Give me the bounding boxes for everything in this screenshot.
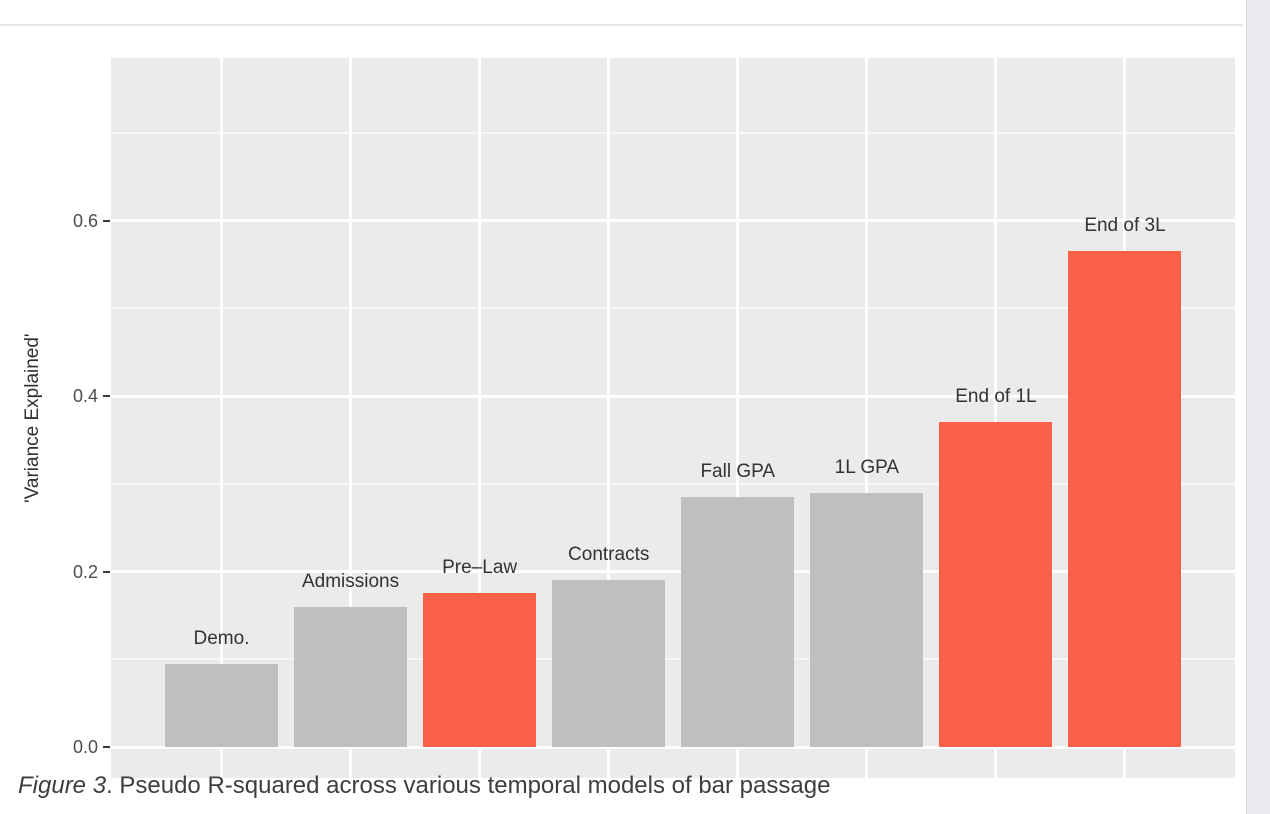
y-tick-label: 0.4 [72,386,98,407]
figure-3-bar-chart: 'Variance Explained' Demo. Admissions Pre–… [0,26,1240,778]
bar-fall-gpa [681,496,795,747]
y-tick-mark [103,746,110,748]
minor-gridline [111,658,1235,661]
category-gridline [349,58,353,778]
y-tick-label: 0.6 [72,210,98,231]
bar-1l-gpa [810,492,924,747]
y-tick-label: 0.0 [72,737,98,757]
bar-label: End of 3L [1084,215,1166,237]
bar-pre-law [423,593,537,747]
category-gridline [865,58,869,778]
category-gridline [478,58,482,778]
bar-label: End of 1L [955,386,1037,408]
figure-caption-number: Figure 3 [18,772,107,799]
major-gridline [111,570,1235,574]
bar-label: 1L GPA [834,456,900,478]
bar-label: Demo. [193,627,250,649]
bar-label: Pre–Law [442,557,518,579]
figure-caption: Figure 3. Pseudo R-squared across variou… [18,772,1118,800]
minor-gridline [111,131,1235,134]
bar-contracts [552,580,666,747]
category-gridline [994,58,998,778]
page-margin-strip [1246,0,1270,814]
bar-demo- [165,663,278,747]
y-tick-mark [103,395,110,398]
minor-gridline [111,307,1235,310]
minor-gridline [111,482,1235,485]
page-top-divider [0,24,1243,26]
bar-label: Fall GPA [700,460,776,482]
category-gridline [607,58,611,778]
y-tick-label: 0.2 [72,561,98,582]
bar-end-of-3l [1068,251,1182,747]
bar-label: Contracts [568,544,650,566]
major-gridline [111,745,1235,749]
bar-label: Admissions [301,570,400,592]
y-tick-mark [103,219,110,222]
bar-end-of-1l [939,422,1053,747]
category-gridline [736,58,740,778]
y-tick-mark [103,570,110,573]
major-gridline [111,394,1235,398]
plot-panel: Demo. Admissions Pre–Law Contracts Fall GPA 1… [111,58,1235,778]
bar-admissions [294,606,408,747]
figure-caption-text: . Pseudo R-squared across various tempor… [106,772,831,799]
major-gridline [111,219,1235,223]
category-gridline [220,58,223,778]
